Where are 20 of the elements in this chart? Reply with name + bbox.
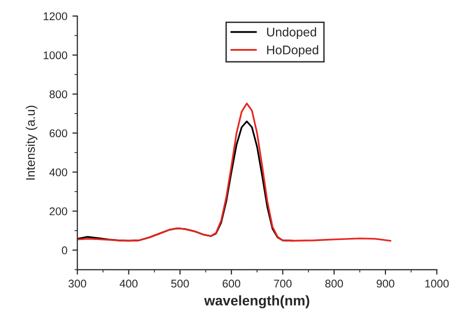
x-tick-label: 1000: [425, 280, 449, 288]
y-axis-title: Intensity (a.u): [26, 106, 38, 180]
x-tick-label: 600: [222, 280, 240, 288]
x-tick-label: 700: [274, 280, 292, 288]
line-series: [77, 102, 392, 242]
x-tick-label: 900: [376, 280, 394, 288]
y-tick-label: 600: [50, 129, 68, 138]
x-tick-label: 800: [325, 280, 343, 288]
y-tick-label: 1000: [44, 51, 68, 60]
legend-label: Undoped: [267, 27, 316, 39]
y-tick-label: 800: [50, 90, 68, 98]
x-tick-label: 500: [171, 280, 189, 288]
y-tick-label: 400: [49, 168, 68, 176]
x-tick-label: 400: [120, 280, 138, 288]
legend-label: HoDoped: [267, 45, 318, 57]
x-axis-title: wavelength(nm): [204, 295, 310, 308]
y-tick-label: 200: [50, 207, 68, 216]
y-tick-label: 1200: [44, 12, 68, 20]
y-tick-label: 0: [62, 246, 68, 254]
x-tick-label: 300: [68, 280, 86, 288]
